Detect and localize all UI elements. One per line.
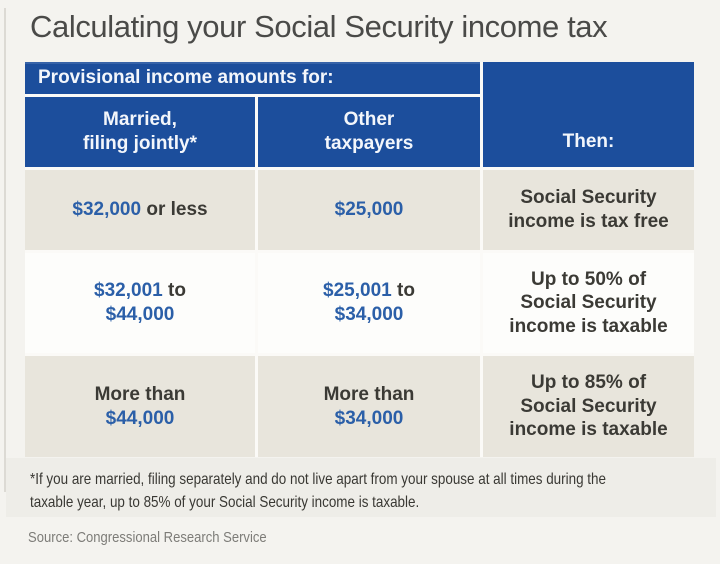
col-header-married-line1: Married, (103, 109, 177, 131)
amount-value: $44,000 (105, 304, 175, 325)
source-line: Source: Congressional Research Service (28, 530, 267, 546)
amount-value: $25,000 (334, 199, 404, 221)
col-header-other-line1: Other (343, 109, 395, 131)
cell-row1-other: $25,000 (258, 170, 480, 250)
amount-suffix: to (162, 280, 186, 302)
cell-row2-other-line1: $25,001 to (323, 279, 415, 303)
then-line: Up to 85% of (530, 372, 647, 394)
col-header-then-label: Then: (562, 131, 615, 153)
cell-row2-married: $32,001 to $44,000 (25, 253, 255, 353)
left-frame-line (4, 8, 6, 492)
col-header-then: Then: (483, 62, 694, 167)
income-table: Provisional income amounts for: Married,… (25, 62, 694, 457)
then-line: income is tax free (508, 211, 669, 232)
cell-row2-then: Up to 50% of Social Security income is t… (483, 253, 694, 353)
amount-value: $44,000 (105, 407, 175, 429)
cell-row3-then: Up to 85% of Social Security income is t… (483, 356, 694, 457)
amount-value: $32,000 (72, 199, 142, 221)
col-header-married-line2: filing jointly* (83, 133, 197, 154)
amount-suffix: to (391, 280, 415, 302)
amount-suffix: or less (141, 199, 208, 221)
then-line: Social Security (520, 292, 657, 314)
cell-row1-then: Social Security income is tax free (483, 170, 694, 250)
then-line: Up to 50% of (530, 268, 647, 290)
cell-row1-married: $32,000 or less (25, 170, 255, 250)
then-line: income is taxable (509, 419, 668, 441)
then-line: income is taxable (509, 315, 668, 337)
cell-row3-married: More than $44,000 (25, 356, 255, 457)
page-title: Calculating your Social Security income … (30, 9, 608, 44)
then-line: Social Security (520, 395, 657, 417)
col-header-married: Married, filing jointly* (25, 97, 255, 167)
amount-value: $34,000 (334, 407, 404, 429)
footnote-line2: taxable year, up to 85% of your Social S… (30, 494, 420, 512)
amount-prefix: More than (323, 383, 415, 405)
footnote-band (6, 458, 716, 517)
footnote-line1: *If you are married, filing separately a… (30, 471, 606, 488)
cell-row1-married-text: $32,000 or less (72, 198, 207, 222)
amount-value: $32,001 (94, 280, 163, 302)
amount-prefix: More than (94, 383, 186, 405)
amount-value: $25,001 (323, 280, 392, 302)
group-header-label: Provisional income amounts for: (38, 67, 334, 89)
cell-row3-other: More than $34,000 (258, 356, 480, 457)
group-header-cell: Provisional income amounts for: (25, 62, 480, 94)
cell-row2-other: $25,001 to $34,000 (258, 253, 480, 353)
col-header-other: Other taxpayers (258, 97, 480, 167)
cell-row2-married-line1: $32,001 to (94, 279, 186, 303)
then-line: Social Security (520, 187, 657, 209)
footnote: *If you are married, filing separately a… (30, 468, 606, 514)
amount-value: $34,000 (334, 304, 404, 325)
col-header-other-line2: taxpayers (324, 133, 414, 154)
